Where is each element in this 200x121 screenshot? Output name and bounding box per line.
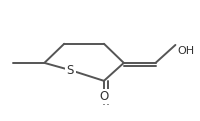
Text: O: O: [99, 90, 109, 103]
Text: OH: OH: [177, 46, 195, 56]
Text: S: S: [66, 64, 74, 77]
